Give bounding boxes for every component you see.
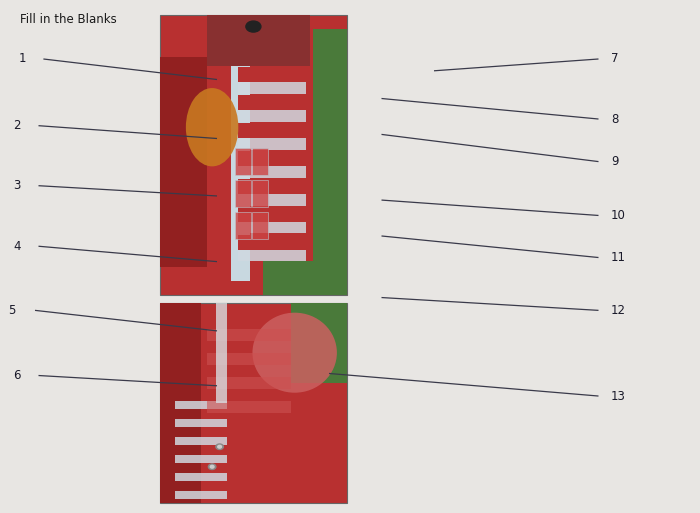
Text: 13: 13 — [611, 389, 626, 403]
Text: 11: 11 — [611, 251, 626, 264]
Ellipse shape — [253, 312, 337, 393]
Text: Fill in the Blanks: Fill in the Blanks — [20, 13, 116, 26]
Bar — [206, 329, 291, 341]
Circle shape — [216, 444, 223, 449]
Bar — [206, 353, 291, 365]
Text: 2: 2 — [13, 119, 21, 132]
Text: 3: 3 — [13, 179, 21, 192]
Bar — [239, 151, 306, 166]
Bar — [239, 83, 306, 94]
Text: 6: 6 — [13, 369, 21, 382]
Bar — [174, 491, 227, 499]
Bar — [160, 303, 201, 503]
Bar — [160, 57, 206, 267]
Circle shape — [218, 445, 221, 448]
Text: 8: 8 — [611, 112, 619, 126]
Bar — [234, 181, 251, 207]
Text: 12: 12 — [611, 304, 626, 317]
Bar — [291, 303, 347, 383]
Bar — [160, 15, 347, 295]
Bar — [231, 29, 250, 281]
Bar — [239, 207, 306, 222]
Bar — [239, 250, 306, 262]
Bar — [239, 235, 306, 250]
Circle shape — [210, 465, 214, 468]
Bar — [239, 110, 306, 122]
Bar — [174, 455, 227, 463]
Bar — [314, 29, 347, 281]
Bar — [262, 262, 347, 295]
Bar — [160, 303, 347, 503]
Bar — [174, 473, 227, 481]
Circle shape — [209, 464, 216, 469]
Bar — [216, 303, 227, 403]
Bar — [174, 419, 227, 427]
Bar — [174, 401, 227, 409]
Bar — [239, 179, 306, 194]
Bar — [253, 148, 268, 175]
Text: 5: 5 — [8, 304, 15, 317]
Bar — [239, 194, 306, 206]
Bar — [174, 437, 227, 445]
Bar — [239, 67, 306, 83]
Bar — [239, 166, 306, 177]
Bar — [253, 212, 268, 239]
Text: 9: 9 — [611, 155, 619, 168]
Bar — [239, 123, 306, 139]
Bar — [234, 148, 251, 175]
Bar — [239, 95, 306, 110]
Text: 1: 1 — [18, 52, 26, 66]
Bar — [239, 139, 306, 150]
Text: 4: 4 — [13, 240, 21, 253]
Circle shape — [246, 21, 261, 32]
Text: 7: 7 — [611, 52, 619, 66]
Bar — [206, 15, 309, 66]
Ellipse shape — [186, 88, 239, 166]
Bar — [206, 401, 291, 412]
Bar — [253, 181, 268, 207]
Text: 10: 10 — [611, 209, 626, 222]
Bar — [234, 212, 251, 239]
Bar — [239, 222, 306, 233]
Bar — [206, 377, 291, 389]
